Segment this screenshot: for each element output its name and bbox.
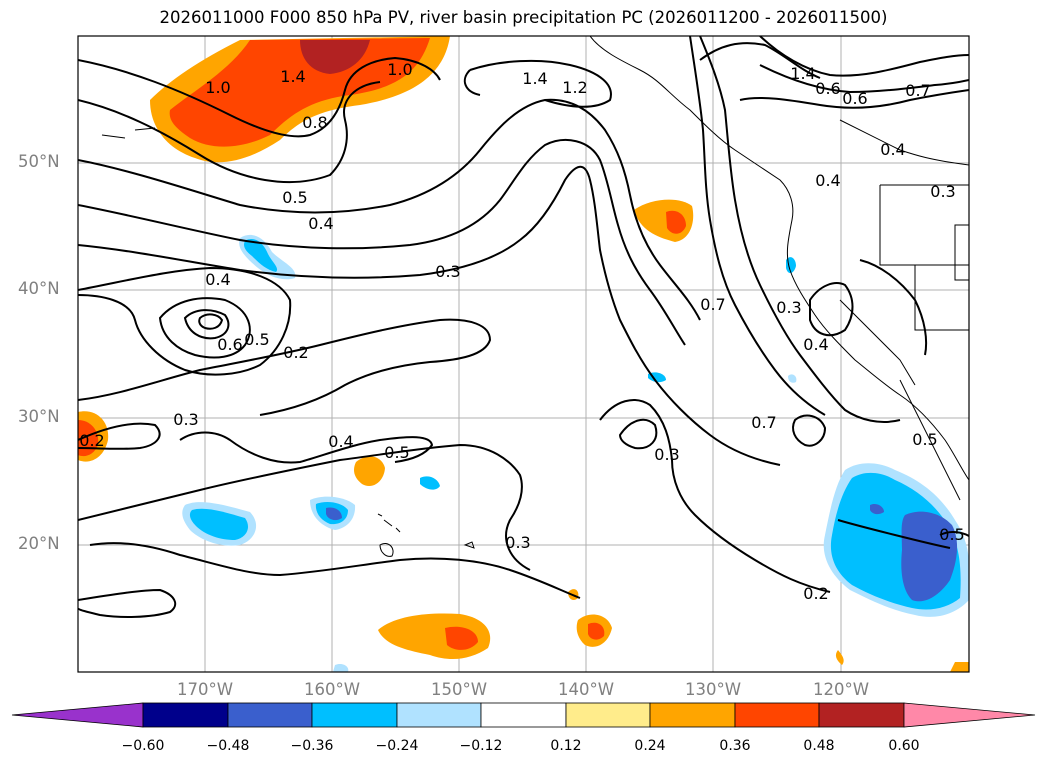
contour-label: 0.6: [815, 79, 840, 98]
colorbar-tick-label: 0.12: [550, 738, 582, 754]
contour-label: 0.5: [384, 443, 409, 462]
colorbar-segment: [818, 702, 905, 728]
lat-label-30n: 30°N: [18, 407, 60, 426]
colorbar-tick-label: −0.60: [121, 738, 165, 754]
contour-label: 0.8: [302, 113, 327, 132]
coastlines: [101, 36, 969, 557]
lon-label-130w: 130°W: [684, 680, 742, 699]
colorbar-tick-label: −0.48: [206, 738, 250, 754]
colorbar-segment: [480, 702, 567, 728]
contour-label: 0.6: [217, 335, 242, 354]
contour-label: 0.6: [842, 89, 867, 108]
contour-label: 1.0: [387, 60, 412, 79]
colorbar-segment: [227, 702, 313, 728]
colorbar-extend-right: [903, 702, 1036, 728]
contour-label: 0.3: [505, 533, 530, 552]
contour-label: 0.5: [939, 525, 964, 544]
colorbar-segment: [142, 702, 229, 728]
contour-labels: 1.0 1.4 1.0 0.8 1.4 1.2 1.4 0.6 0.6 0.7 …: [79, 60, 964, 603]
contour-label: 0.4: [205, 270, 230, 289]
contour-label: 0.4: [328, 432, 353, 451]
contour-label: 0.3: [930, 182, 955, 201]
lat-label-20n: 20°N: [18, 534, 60, 553]
gridlines: [78, 36, 969, 672]
contour-label: 0.3: [435, 262, 460, 281]
contour-label: 0.4: [308, 214, 333, 233]
map-frame: [77, 35, 970, 673]
colorbar: [11, 702, 1036, 728]
contour-label: 1.4: [522, 69, 547, 88]
lat-label-50n: 50°N: [18, 152, 60, 171]
colorbar-extend-left: [11, 702, 144, 728]
colorbar-tick-label: −0.36: [290, 738, 334, 754]
colorbar-tick-label: 0.48: [803, 738, 835, 754]
contour-label: 0.2: [283, 343, 308, 362]
contour-label: 0.4: [815, 171, 840, 190]
contour-label: 0.4: [880, 140, 905, 159]
colorbar-segment: [396, 702, 482, 728]
colorbar-segment: [565, 702, 651, 728]
contour-label: 1.4: [790, 64, 815, 83]
colorbar-tick-label: 0.60: [888, 738, 920, 754]
contour-label: 0.5: [912, 430, 937, 449]
contour-label: 1.2: [562, 78, 587, 97]
contour-label: 1.0: [205, 78, 230, 97]
colorbar-tick-label: −0.12: [459, 738, 503, 754]
contour-label: 0.7: [700, 295, 725, 314]
map-title: 2026011000 F000 850 hPa PV, river basin …: [159, 8, 888, 27]
colorbar-segment: [734, 702, 820, 728]
contour-label: 0.7: [751, 413, 776, 432]
colorbar-segment: [649, 702, 736, 728]
lon-label-120w: 120°W: [812, 680, 870, 699]
colorbar-tick-label: 0.36: [719, 738, 751, 754]
pv-contours: [78, 36, 969, 618]
lon-label-140w: 140°W: [557, 680, 615, 699]
colorbar-tick-label: 0.24: [634, 738, 666, 754]
contour-label: 1.4: [280, 67, 305, 86]
contour-label: 0.3: [173, 410, 198, 429]
colorbar-tick-label: −0.24: [375, 738, 419, 754]
precip-shading: [78, 36, 969, 672]
contour-label: 0.2: [79, 431, 104, 450]
lon-label-150w: 150°W: [430, 680, 488, 699]
contour-label: 0.3: [776, 298, 801, 317]
contour-label: 0.7: [905, 81, 930, 100]
contour-label: 0.5: [244, 330, 269, 349]
colorbar-segment: [311, 702, 398, 728]
lat-label-40n: 40°N: [18, 279, 60, 298]
contour-label: 0.2: [803, 584, 828, 603]
lon-label-170w: 170°W: [176, 680, 234, 699]
contour-label: 0.3: [654, 445, 679, 464]
lon-label-160w: 160°W: [303, 680, 361, 699]
contour-label: 0.4: [803, 335, 828, 354]
contour-label: 0.5: [282, 188, 307, 207]
